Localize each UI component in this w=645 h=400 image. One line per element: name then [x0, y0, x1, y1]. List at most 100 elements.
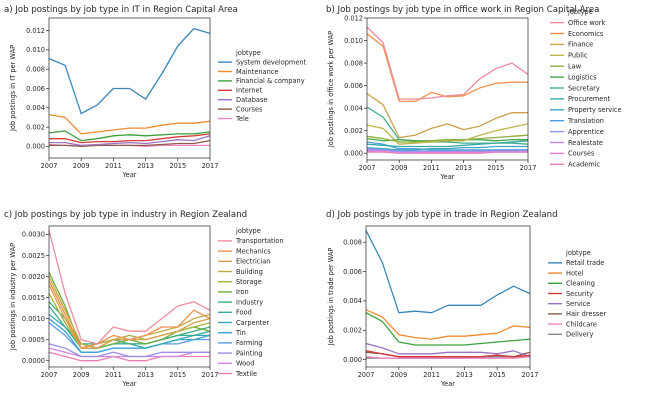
y-tick-label: 0.010 [26, 46, 45, 54]
y-tick-label: 0.002 [26, 123, 45, 131]
series-line-service [365, 342, 531, 358]
x-tick-label: 2007 [41, 162, 58, 170]
series-line-security [365, 350, 531, 358]
legend-entry: Database [236, 96, 267, 104]
x-tick-label: 2013 [137, 371, 154, 379]
legend-entry: Service [566, 300, 590, 308]
series-line-tin [48, 318, 211, 353]
y-tick-label: 0.0030 [22, 231, 45, 239]
y-tick-label: 0.004 [26, 104, 45, 112]
legend-entry: Transportation [235, 237, 284, 245]
series-line-law [366, 134, 529, 143]
series-group [48, 230, 211, 362]
legend-entry: Procurement [568, 95, 611, 103]
y-tick-label: 0.010 [344, 37, 363, 45]
x-tick-label: 2017 [202, 162, 219, 170]
series-line-storage [48, 292, 211, 349]
legend-entry: Hotel [566, 269, 584, 277]
series-line-database [49, 135, 211, 147]
x-axis-label: Year [122, 171, 137, 179]
series-line-retail-trade [365, 230, 531, 314]
chart-title: a) Job postings by job type in IT in Reg… [4, 5, 238, 15]
series-group [48, 27, 211, 148]
y-tick-label: 0.002 [343, 327, 362, 335]
legend-entry: Finance [568, 41, 593, 49]
legend-entry: Building [236, 268, 263, 276]
series-line-public [366, 123, 529, 145]
series-line-transportation [48, 230, 211, 345]
legend: jobtype Office work Economics Finance Public… [550, 8, 622, 169]
legend-entry: Courses [568, 150, 595, 158]
y-tick-label: 0.012 [344, 14, 363, 22]
series-line-property-service [366, 145, 528, 151]
legend-title: jobtype [235, 49, 261, 57]
x-tick-label: 2007 [359, 164, 376, 172]
x-tick-label: 2009 [390, 371, 407, 379]
legend-entry: Electrician [236, 258, 271, 266]
legend-entry: Security [566, 290, 593, 298]
series-line-economics [366, 33, 528, 103]
legend-entry: Tin [235, 329, 246, 337]
legend: jobtype Transportation Mechanics Electricia… [218, 227, 284, 378]
y-tick-label: 0.006 [26, 85, 45, 93]
y-tick-label: 0.008 [344, 59, 363, 67]
legend-entry: Internet [236, 87, 263, 95]
legend-entry: Property service [568, 106, 622, 114]
y-tick-label: 0.006 [344, 82, 363, 90]
x-tick-label: 2015 [487, 164, 504, 172]
series-line-hotel [365, 309, 531, 340]
legend-entry: Office work [568, 19, 605, 27]
y-tick-label: 0.0010 [22, 315, 45, 323]
legend-entry: Public [568, 52, 588, 60]
series-group [366, 26, 529, 154]
chart-panel-0: a) Job postings by job type in IT in Reg… [4, 5, 307, 179]
series-group [365, 230, 531, 359]
y-tick-label: 0.000 [343, 356, 362, 364]
x-tick-label: 2011 [105, 371, 122, 379]
legend-entry: Mechanics [236, 247, 271, 255]
x-tick-label: 2011 [423, 164, 440, 172]
x-tick-label: 2015 [169, 162, 186, 170]
y-tick-label: 0.008 [26, 65, 45, 73]
legend-entry: Apprentice [568, 128, 604, 136]
y-tick-label: 0.004 [343, 297, 362, 305]
chart-title: b) Job postings by job type in office wo… [326, 5, 599, 15]
legend-entry: Secretary [568, 84, 600, 92]
series-line-financial-company [48, 130, 211, 142]
chart-title: d) Job postings by job type in trade in … [326, 210, 558, 220]
legend-entry: Painting [236, 349, 263, 357]
legend-entry: Academic [568, 161, 601, 169]
x-axis-label: Year [440, 380, 455, 388]
y-tick-label: 0.0005 [22, 336, 45, 344]
legend-entry: Retail trade [566, 259, 604, 267]
series-line-secretary [366, 106, 529, 145]
series-line-painting [48, 343, 210, 358]
legend-entry: Translation [567, 117, 604, 125]
y-axis-label: Job postings in trade per WAP [327, 248, 335, 347]
y-axis-label: Job postings in office work per WAP [327, 31, 335, 148]
series-line-translation [366, 141, 528, 151]
x-tick-label: 2015 [489, 371, 506, 379]
plot-frame [48, 225, 211, 368]
chart-panel-3: d) Job postings by job type in trade in … [326, 210, 606, 388]
x-tick-label: 2013 [455, 164, 472, 172]
plot-frame [48, 17, 211, 159]
x-tick-label: 2009 [73, 371, 90, 379]
legend-title: jobtype [567, 8, 593, 16]
y-tick-label: 0.002 [344, 127, 363, 135]
legend-entry: Realestate [568, 139, 603, 147]
x-axis-label: Year [122, 380, 137, 388]
x-tick-label: 2007 [358, 371, 375, 379]
x-tick-label: 2015 [169, 371, 186, 379]
x-tick-label: 2007 [41, 371, 58, 379]
y-tick-label: 0.006 [343, 268, 362, 276]
chart-panel-2: c) Job postings by job type in industry … [4, 210, 284, 388]
series-line-office-work [366, 26, 529, 100]
legend-entry: Logistics [568, 73, 597, 81]
x-tick-label: 2009 [73, 162, 90, 170]
legend-entry: Maintenance [236, 68, 278, 76]
x-axis-label: Year [440, 173, 455, 181]
legend-entry: Tele [235, 115, 249, 123]
